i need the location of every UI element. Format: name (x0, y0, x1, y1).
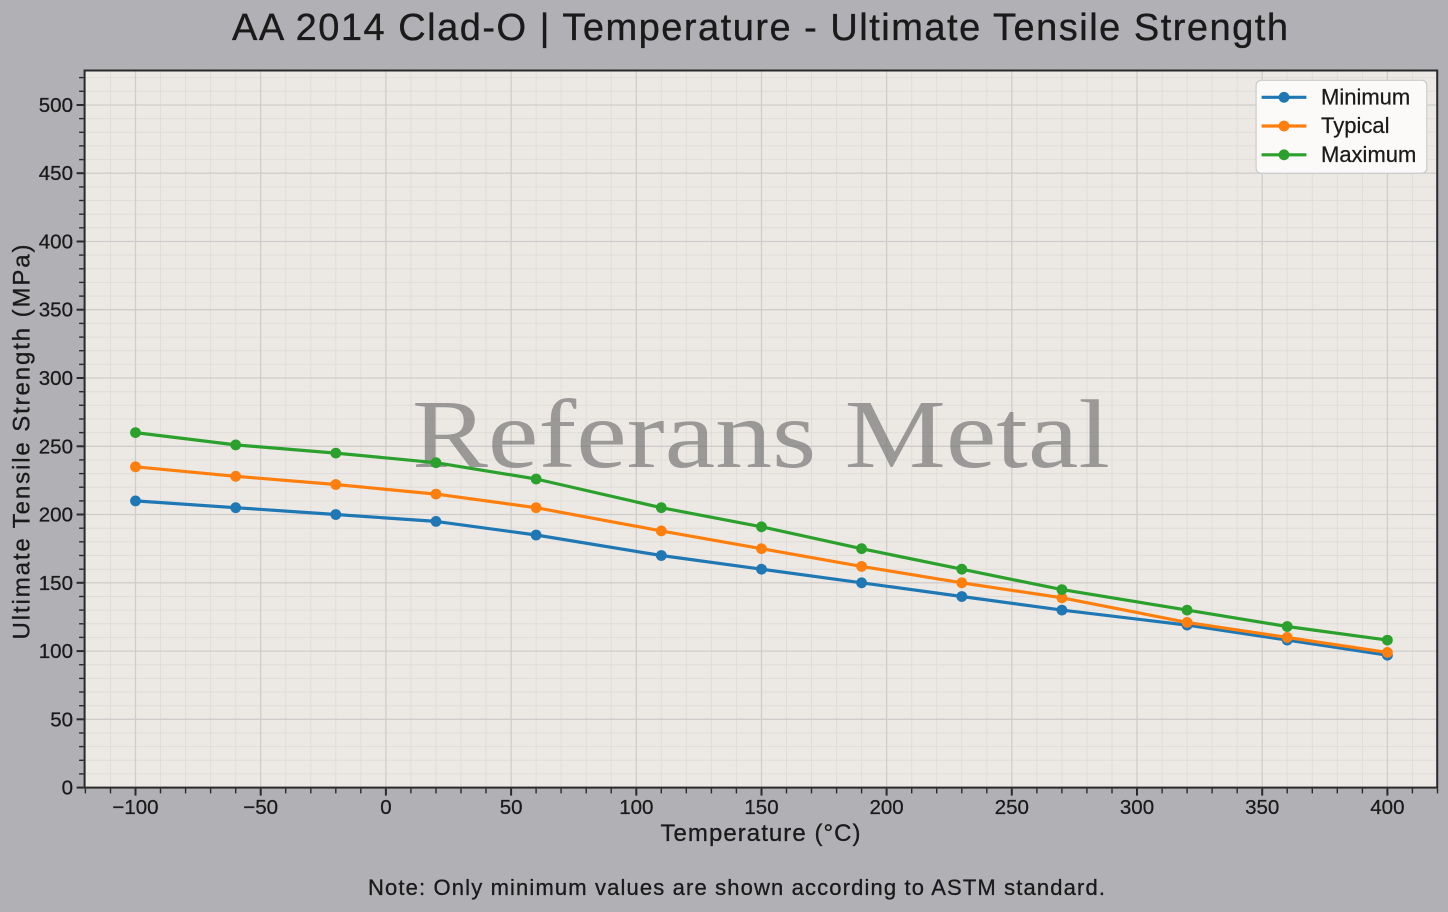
svg-text:300: 300 (39, 367, 73, 390)
svg-text:350: 350 (39, 299, 73, 322)
svg-text:Note: Only minimum values are: Note: Only minimum values are shown acco… (368, 875, 1105, 900)
svg-text:100: 100 (619, 796, 653, 819)
svg-text:450: 450 (39, 162, 73, 185)
svg-text:500: 500 (39, 94, 73, 117)
svg-text:300: 300 (1120, 796, 1154, 819)
svg-text:Maximum: Maximum (1321, 142, 1416, 167)
svg-text:100: 100 (39, 640, 73, 663)
svg-text:−50: −50 (243, 796, 278, 819)
svg-text:Referans Metal: Referans Metal (412, 381, 1110, 488)
svg-text:−100: −100 (112, 796, 158, 819)
svg-text:50: 50 (500, 796, 523, 819)
svg-text:50: 50 (50, 708, 73, 731)
svg-text:Temperature (°C): Temperature (°C) (661, 820, 861, 847)
svg-text:Typical: Typical (1321, 113, 1389, 138)
svg-text:400: 400 (1370, 796, 1404, 819)
svg-text:AA 2014 Clad-O | Temperature -: AA 2014 Clad-O | Temperature - Ultimate … (232, 7, 1288, 49)
svg-text:350: 350 (1245, 796, 1279, 819)
svg-text:250: 250 (995, 796, 1029, 819)
svg-text:250: 250 (39, 435, 73, 458)
svg-text:Minimum: Minimum (1321, 84, 1410, 109)
svg-text:200: 200 (39, 504, 73, 527)
svg-text:0: 0 (62, 777, 73, 800)
svg-text:150: 150 (39, 572, 73, 595)
svg-text:0: 0 (380, 796, 391, 819)
svg-text:200: 200 (869, 796, 903, 819)
svg-text:150: 150 (744, 796, 778, 819)
svg-text:400: 400 (39, 231, 73, 254)
